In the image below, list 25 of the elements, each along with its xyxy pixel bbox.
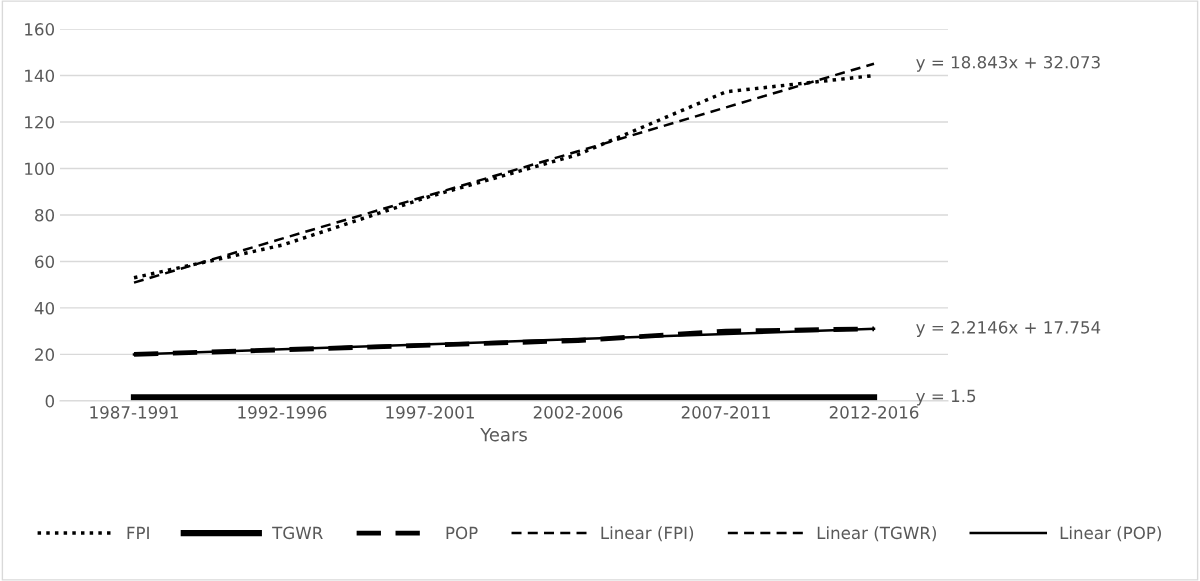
y-tick-label: 40 [34,301,55,315]
legend-label: Linear (TGWR) [817,526,936,542]
y-tick-label: 80 [35,208,55,222]
x-axis-title: Years [480,427,527,442]
annotation: y = 18.843x + 32.073 [916,55,1100,72]
x-tick-label: 2007-2011 [681,406,770,419]
y-tick-label: 120 [25,115,55,129]
x-tick-label: 2012-2016 [829,406,919,419]
y-tick-label: 60 [35,255,55,269]
annotation: y = 2.2146x + 17.754 [916,321,1101,337]
y-tick-label: 0 [45,394,55,408]
x-tick-label: 1997-2001 [386,406,474,419]
x-tick-label: 2002-2006 [533,406,623,419]
legend-label: Linear (POP) [1060,526,1161,542]
y-tick-label: 140 [25,69,55,83]
annotation: y = 1.5 [916,389,976,406]
legend-label: TGWR [272,526,323,540]
legend-label: FPI [127,526,149,539]
x-tick-label: 1987-1991 [90,406,178,419]
y-tick-label: 100 [25,162,55,176]
legend-label: POP [446,526,478,540]
y-tick-label: 160 [25,23,55,36]
y-tick-label: 20 [35,348,55,361]
x-tick-label: 1992-1996 [238,406,327,419]
legend-label: Linear (FPI) [601,526,694,542]
